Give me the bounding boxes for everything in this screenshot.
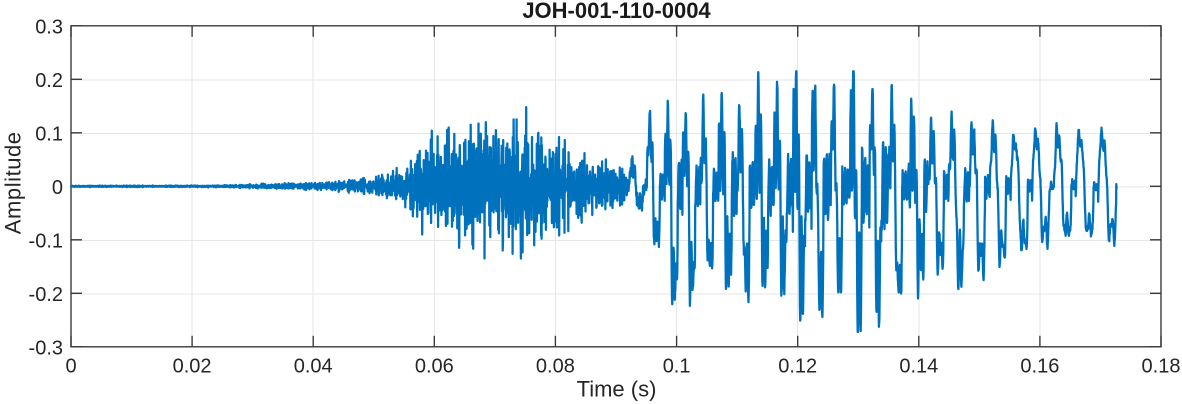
svg-text:0: 0 <box>65 355 76 377</box>
svg-text:0: 0 <box>52 177 63 199</box>
svg-text:Time (s): Time (s) <box>577 377 657 402</box>
svg-text:0.18: 0.18 <box>1142 355 1181 377</box>
svg-text:0.14: 0.14 <box>899 355 938 377</box>
svg-text:0.1: 0.1 <box>663 355 691 377</box>
svg-text:0.2: 0.2 <box>35 70 63 92</box>
svg-text:Amplitude: Amplitude <box>1 131 26 234</box>
svg-text:0.02: 0.02 <box>173 355 212 377</box>
svg-text:-0.1: -0.1 <box>29 231 63 253</box>
svg-text:0.04: 0.04 <box>294 355 333 377</box>
svg-text:0.12: 0.12 <box>778 355 817 377</box>
svg-text:0.1: 0.1 <box>35 124 63 146</box>
svg-text:-0.3: -0.3 <box>29 338 63 360</box>
svg-text:0.16: 0.16 <box>1020 355 1059 377</box>
svg-text:0.06: 0.06 <box>415 355 454 377</box>
svg-text:0.08: 0.08 <box>536 355 575 377</box>
svg-text:JOH-001-110-0004: JOH-001-110-0004 <box>522 0 711 23</box>
svg-text:0.3: 0.3 <box>35 17 63 39</box>
svg-text:-0.2: -0.2 <box>29 284 63 306</box>
